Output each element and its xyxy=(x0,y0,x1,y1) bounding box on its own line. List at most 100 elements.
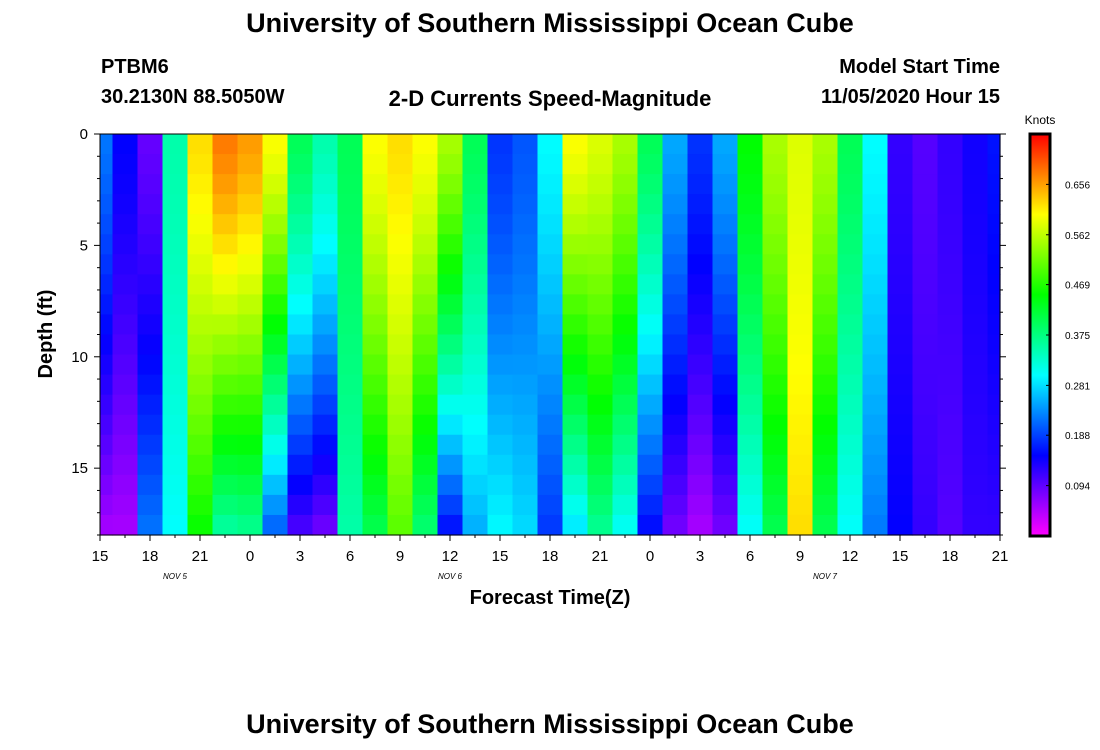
heatmap-cell xyxy=(862,174,889,195)
heatmap-cell xyxy=(137,474,164,496)
heatmap-cell xyxy=(562,134,589,155)
heatmap-cell xyxy=(612,214,639,235)
x-tick-label: 9 xyxy=(396,548,404,565)
heatmap-cell xyxy=(887,294,914,316)
heatmap-cell xyxy=(862,234,889,255)
heatmap-cell xyxy=(712,234,739,255)
heatmap-cell xyxy=(887,434,914,456)
heatmap-cell xyxy=(412,514,439,536)
heatmap-cell xyxy=(837,234,864,255)
heatmap-cell xyxy=(787,314,814,336)
heatmap-cell xyxy=(412,394,439,416)
heatmap-cell xyxy=(987,234,1001,255)
heatmap-cell xyxy=(262,334,289,356)
heatmap-cell xyxy=(212,214,239,235)
heatmap-cell xyxy=(262,394,289,416)
heatmap-cell xyxy=(737,314,764,336)
heatmap-cell xyxy=(587,234,614,255)
heatmap-cell xyxy=(562,514,589,536)
heatmap-cell xyxy=(512,514,539,536)
colorbar-tick-label: 0.469 xyxy=(1065,281,1090,292)
heatmap-cell xyxy=(737,174,764,195)
heatmap-cell xyxy=(612,474,639,496)
heatmap-cell xyxy=(262,474,289,496)
heatmap-cell xyxy=(762,394,789,416)
heatmap-cell xyxy=(762,514,789,536)
heatmap-cell xyxy=(737,514,764,536)
heatmap-cell xyxy=(212,494,239,516)
heatmap-cell xyxy=(162,354,189,376)
heatmap-cell xyxy=(687,214,714,235)
heatmap-cell xyxy=(837,374,864,396)
heatmap-cell xyxy=(762,154,789,175)
heatmap-cell xyxy=(187,514,214,536)
heatmap-cell xyxy=(362,294,389,316)
heatmap-cell xyxy=(100,194,114,215)
heatmap-cell xyxy=(462,214,489,235)
heatmap-cell xyxy=(962,174,989,195)
heatmap-cell xyxy=(312,454,339,476)
heatmap-cell xyxy=(887,514,914,536)
heatmap-cell xyxy=(412,194,439,215)
heatmap-cell xyxy=(962,394,989,416)
heatmap-cell xyxy=(437,174,464,195)
station-id: PTBM6 xyxy=(101,56,169,78)
heatmap-cell xyxy=(487,254,514,275)
heatmap-cell xyxy=(612,294,639,316)
heatmap-cell xyxy=(312,294,339,316)
heatmap-cell xyxy=(212,414,239,436)
colorbar-tick-label: 0.656 xyxy=(1065,180,1090,191)
heatmap-cell xyxy=(837,434,864,456)
heatmap-cell xyxy=(562,354,589,376)
heatmap-cell xyxy=(837,414,864,436)
heatmap-cell xyxy=(137,494,164,516)
heatmap-cell xyxy=(362,334,389,356)
heatmap-cell xyxy=(662,294,689,316)
heatmap-cell xyxy=(837,214,864,235)
heatmap-cell xyxy=(512,234,539,255)
heatmap-cell xyxy=(412,274,439,295)
heatmap-cell xyxy=(687,254,714,275)
heatmap-cell xyxy=(637,334,664,356)
heatmap-cell xyxy=(987,274,1001,295)
heatmap-cell xyxy=(937,354,964,376)
heatmap-cell xyxy=(637,134,664,155)
heatmap-cell xyxy=(937,214,964,235)
heatmap-cell xyxy=(562,214,589,235)
heatmap-cell xyxy=(787,474,814,496)
heatmap-cell xyxy=(537,154,564,175)
heatmap-cell xyxy=(387,134,414,155)
heatmap-cell xyxy=(912,394,939,416)
heatmap-cell xyxy=(962,314,989,336)
heatmap-cell xyxy=(687,174,714,195)
heatmap-cell xyxy=(587,174,614,195)
heatmap-cell xyxy=(137,334,164,356)
heatmap-cell xyxy=(912,234,939,255)
heatmap-cell xyxy=(287,274,314,295)
heatmap-cell xyxy=(512,354,539,376)
heatmap-cell xyxy=(462,274,489,295)
heatmap-cell xyxy=(537,214,564,235)
heatmap-cell xyxy=(100,174,114,195)
heatmap-cell xyxy=(787,134,814,155)
y-tick-label: 0 xyxy=(80,126,88,143)
x-tick-label: 18 xyxy=(142,548,159,565)
heatmap-cell xyxy=(787,494,814,516)
heatmap-cell xyxy=(187,134,214,155)
heatmap-cell xyxy=(112,514,139,536)
heatmap-cell xyxy=(362,254,389,275)
heatmap-cell xyxy=(487,174,514,195)
date-label: NOV 7 xyxy=(813,572,838,581)
heatmap-cell xyxy=(937,314,964,336)
heatmap-cell xyxy=(687,374,714,396)
x-tick-label: 9 xyxy=(796,548,804,565)
heatmap-cell xyxy=(512,414,539,436)
heatmap-cell xyxy=(712,334,739,356)
heatmap-cell xyxy=(712,514,739,536)
x-tick-label: 21 xyxy=(992,548,1009,565)
heatmap-cell xyxy=(187,214,214,235)
heatmap-cell xyxy=(812,434,839,456)
heatmap-cell xyxy=(187,294,214,316)
heatmap-cell xyxy=(987,374,1001,396)
heatmap-cell xyxy=(512,474,539,496)
